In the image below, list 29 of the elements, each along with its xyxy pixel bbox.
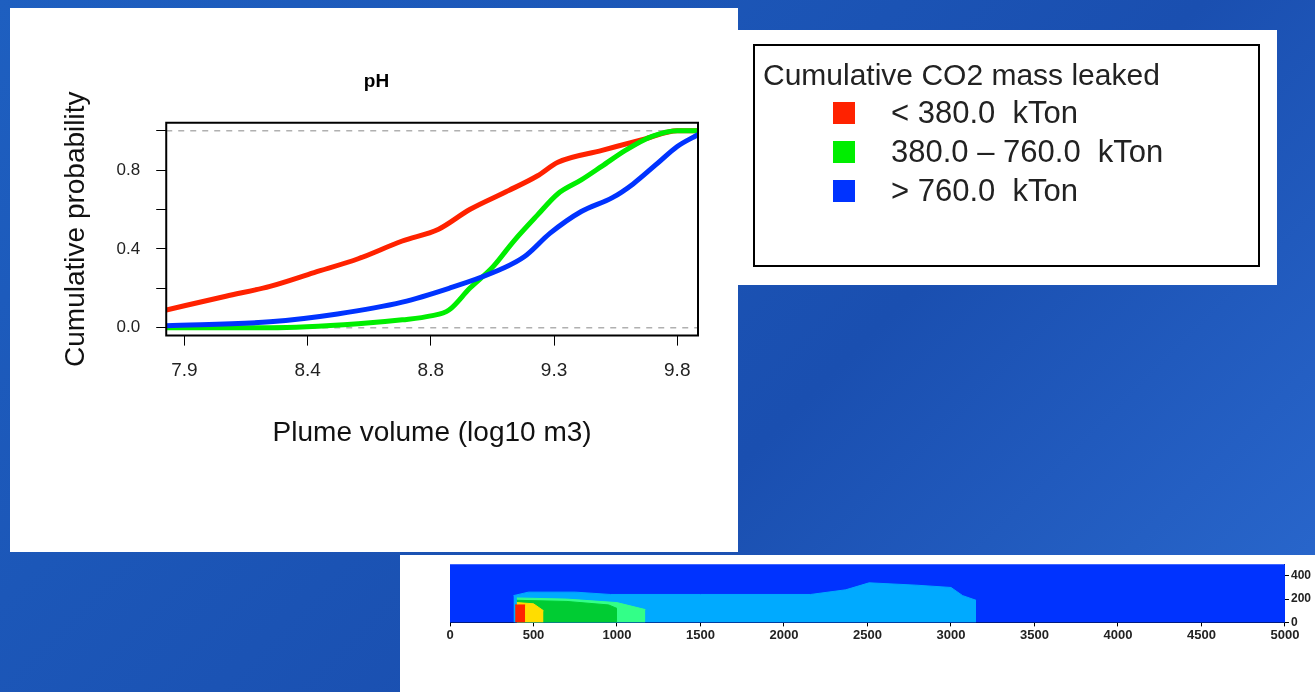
y-tick-label: 0.8 [116, 159, 141, 179]
x-tick-label: 8.8 [417, 359, 445, 381]
x-tick-label: 5000 [1270, 626, 1300, 642]
x-tick-label: 1000 [602, 626, 632, 642]
y-tick-label: 0.4 [116, 238, 141, 258]
legend-title: Cumulative CO2 mass leaked [763, 58, 1161, 92]
legend-label: 380.0 – 760.0 kTon [891, 134, 1164, 170]
x-tick-label: 0 [446, 626, 454, 642]
y-tick-label: 200 [1290, 591, 1312, 606]
x-tick-label: 7.9 [171, 359, 198, 381]
x-tick-label: 3000 [936, 626, 966, 642]
x-tick-label: 2000 [769, 626, 799, 642]
legend-label: > 760.0 kTon [891, 173, 1078, 209]
chart-title: pH [363, 69, 390, 91]
x-tick-label: 4500 [1187, 626, 1216, 642]
y-tick-label: 400 [1290, 568, 1312, 583]
x-tick-label: 1500 [686, 626, 715, 642]
x-axis-title: Plume volume (log10 m3) [272, 415, 592, 447]
y-tick-label: 0 [1290, 614, 1298, 629]
legend-label: < 380.0 kTon [891, 95, 1078, 131]
y-tick-label: 0.0 [116, 317, 141, 337]
x-tick-label: 3500 [1020, 626, 1049, 642]
x-tick-label: 9.3 [540, 359, 568, 381]
x-tick-label: 2500 [853, 626, 882, 642]
y-axis-title: Cumulative probability [58, 91, 90, 367]
x-tick-label: 8.4 [294, 359, 322, 381]
x-tick-label: 500 [522, 626, 545, 642]
x-tick-label: 9.8 [664, 359, 691, 381]
x-tick-label: 4000 [1103, 626, 1133, 642]
